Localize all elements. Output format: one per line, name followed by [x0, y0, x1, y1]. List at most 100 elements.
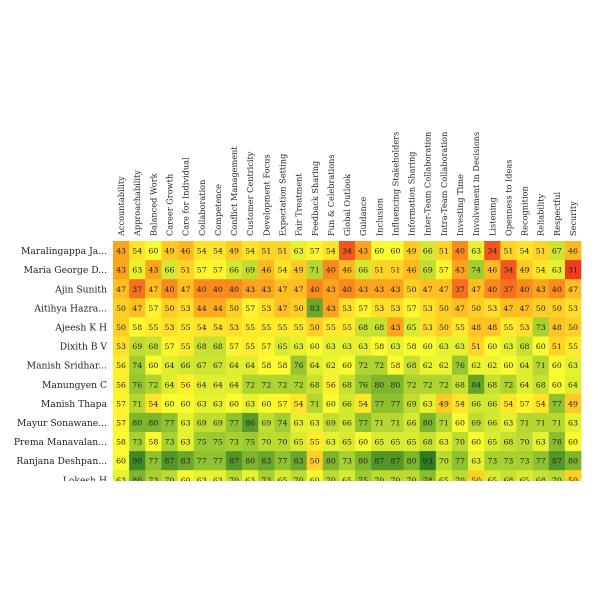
cell-value-label: 40	[552, 285, 562, 294]
cell-value-label: 53	[181, 304, 191, 313]
cell-value-label: 54	[148, 399, 158, 408]
cell-value-label: 63	[358, 342, 368, 351]
cell-value-label: 71	[390, 418, 400, 427]
cell-value-label: 63	[294, 247, 304, 256]
cell-value-label: 47	[278, 304, 288, 313]
heatmap-cell	[307, 489, 323, 508]
heatmap-cell	[338, 432, 356, 452]
heatmap-cell	[113, 241, 130, 261]
cell-value-label: 55	[148, 323, 158, 332]
cell-value-label: 47	[116, 285, 126, 294]
heatmap-cell	[145, 355, 162, 375]
cell-value-label: 50	[536, 304, 546, 313]
cell-value-label: 70	[455, 438, 465, 447]
heatmap-cell	[532, 317, 550, 337]
heatmap-cell	[371, 393, 388, 414]
cell-value-label: 66	[358, 266, 368, 275]
cell-value-label: 64	[520, 361, 530, 370]
cell-value-label: 66	[358, 495, 368, 504]
heatmap-cell	[177, 470, 194, 481]
heatmap-cell	[209, 260, 227, 280]
cell-value-label: 64	[245, 361, 255, 370]
heatmap-cell	[113, 279, 130, 299]
heatmap-cell	[177, 241, 194, 261]
heatmap-cell	[242, 336, 259, 356]
row-label: Prema Manavalan...	[14, 437, 107, 448]
heatmap-cell	[322, 393, 340, 414]
cell-value-label: 60	[374, 247, 384, 256]
cell-value-label: 50	[116, 323, 126, 332]
heatmap-cell	[548, 298, 566, 318]
row-label: Nguyen Alok	[47, 494, 107, 505]
cell-value-label: 83	[342, 514, 352, 523]
heatmap-cell	[193, 279, 211, 299]
heatmap-cell	[338, 260, 356, 280]
heatmap-cell	[517, 489, 533, 508]
cell-value-label: 76	[358, 380, 368, 389]
cell-value-label: 63	[326, 342, 336, 351]
cell-value-label: 63	[503, 418, 513, 427]
cell-value-label: 63	[568, 361, 578, 370]
heatmap-cell	[564, 393, 582, 414]
heatmap-cell	[419, 451, 437, 471]
heatmap-cell	[113, 374, 130, 395]
heatmap-cell	[274, 393, 291, 414]
column-label: Reliability	[536, 193, 546, 236]
cell-value-label: 77	[197, 457, 207, 466]
heatmap-cell	[177, 298, 194, 318]
heatmap-cell	[516, 393, 533, 414]
cell-value-label: 69	[423, 266, 433, 275]
heatmap-cell	[322, 317, 340, 337]
cell-value-label: 60	[536, 342, 546, 351]
cell-value-label: 53	[165, 323, 175, 332]
row-label: Ranjana Deshpan...	[16, 456, 107, 467]
cell-value-label: 60	[181, 476, 191, 485]
heatmap-cell	[451, 317, 469, 337]
heatmap-cell	[435, 451, 453, 471]
heatmap-cell	[129, 298, 146, 318]
heatmap-cell	[484, 298, 501, 318]
cell-value-label: 40	[197, 285, 207, 294]
cell-value-label: 54	[148, 495, 158, 504]
cell-value-label: 80	[245, 514, 255, 523]
heatmap-cell	[419, 432, 437, 452]
heatmap-cell	[484, 470, 501, 481]
heatmap-cell	[468, 260, 485, 280]
heatmap-cell	[387, 489, 403, 508]
cell-value-label: 77	[213, 457, 223, 466]
cell-value-label: 69	[278, 495, 288, 504]
cell-value-label: 65	[520, 476, 530, 485]
heatmap-cell	[451, 412, 469, 433]
column-label: Inter-Team Collaboration	[423, 131, 433, 236]
cell-value-label: 80	[568, 457, 578, 466]
heatmap-cell	[242, 470, 259, 481]
heatmap-cell	[161, 279, 178, 299]
heatmap-cell	[113, 336, 130, 356]
heatmap-cell	[532, 298, 550, 318]
heatmap-cell	[451, 241, 469, 261]
cell-value-label: 43	[245, 285, 255, 294]
heatmap-cell	[468, 489, 484, 508]
cell-value-label: 43	[374, 285, 384, 294]
cell-value-label: 68	[536, 380, 546, 389]
heatmap-cell	[242, 451, 259, 471]
heatmap-cell	[468, 412, 485, 433]
cell-value-label: 68	[310, 380, 320, 389]
heatmap-cell	[371, 317, 388, 337]
heatmap-cell	[338, 279, 356, 299]
cell-value-label: 46	[487, 266, 497, 275]
cell-value-label: 77	[310, 514, 320, 523]
cell-value-label: 55	[181, 323, 191, 332]
cell-value-label: 62	[487, 361, 497, 370]
heatmap-cell	[307, 508, 323, 527]
heatmap-cell	[387, 432, 404, 452]
cell-value-label: 47	[132, 304, 142, 313]
cell-value-label: 72	[148, 380, 158, 389]
heatmap-cell	[193, 393, 211, 414]
cell-value-label: 70	[374, 476, 384, 485]
cell-value-label: 71	[552, 418, 562, 427]
heatmap-cell	[500, 260, 517, 280]
cell-value-label: 47	[471, 285, 481, 294]
cell-value-label: 68	[503, 438, 513, 447]
cell-value-label: 40	[213, 285, 223, 294]
